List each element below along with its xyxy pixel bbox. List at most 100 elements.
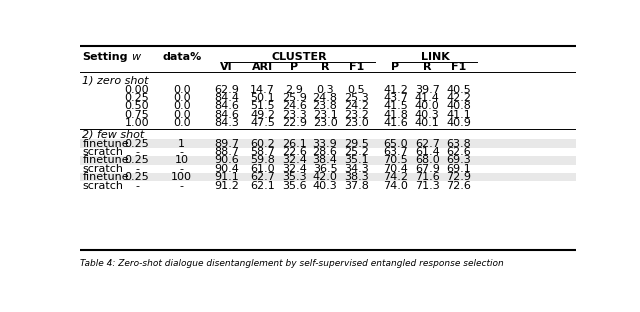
Text: F1: F1 <box>349 62 364 72</box>
Text: 0.0: 0.0 <box>173 118 191 128</box>
Text: 25.9: 25.9 <box>282 93 307 103</box>
Text: finetune: finetune <box>83 139 129 149</box>
Text: P: P <box>392 62 399 72</box>
Text: 2.9: 2.9 <box>285 85 303 95</box>
Text: 74.2: 74.2 <box>383 172 408 182</box>
Text: 24.2: 24.2 <box>344 101 369 111</box>
Text: 41.8: 41.8 <box>383 110 408 120</box>
Text: 50.1: 50.1 <box>250 93 275 103</box>
Text: 40.0: 40.0 <box>415 101 440 111</box>
Text: 23.3: 23.3 <box>282 110 307 120</box>
Text: 23.0: 23.0 <box>313 118 337 128</box>
Text: 40.1: 40.1 <box>415 118 440 128</box>
Text: 37.8: 37.8 <box>344 181 369 191</box>
Text: 35.1: 35.1 <box>344 155 369 165</box>
Text: 1) zero shot: 1) zero shot <box>83 76 149 86</box>
Text: 0.0: 0.0 <box>173 85 191 95</box>
Text: 0.25: 0.25 <box>125 172 149 182</box>
Text: 25.3: 25.3 <box>344 93 369 103</box>
Text: data%: data% <box>162 52 202 62</box>
Text: 62.7: 62.7 <box>415 139 440 149</box>
Text: 63.7: 63.7 <box>383 147 408 157</box>
Text: 62.1: 62.1 <box>250 181 275 191</box>
Text: Table 4: Zero-shot dialogue disentanglement by self-supervised entangled respons: Table 4: Zero-shot dialogue disentanglem… <box>80 259 504 268</box>
Text: 41.2: 41.2 <box>383 85 408 95</box>
Text: 63.8: 63.8 <box>446 139 471 149</box>
Text: CLUSTER: CLUSTER <box>271 52 327 62</box>
Text: 23.1: 23.1 <box>313 110 337 120</box>
Text: 70.5: 70.5 <box>383 155 408 165</box>
Text: 29.5: 29.5 <box>344 139 369 149</box>
Text: 58.7: 58.7 <box>250 147 275 157</box>
Text: 62.9: 62.9 <box>214 85 239 95</box>
Text: finetune: finetune <box>83 155 129 165</box>
Text: 23.8: 23.8 <box>312 101 337 111</box>
Text: 70.4: 70.4 <box>383 164 408 174</box>
Text: 90.4: 90.4 <box>214 164 239 174</box>
Text: 0.25: 0.25 <box>125 155 149 165</box>
Text: 71.3: 71.3 <box>415 181 440 191</box>
Text: scratch: scratch <box>83 164 124 174</box>
Text: 67.9: 67.9 <box>415 164 440 174</box>
Text: 40.9: 40.9 <box>446 118 471 128</box>
Text: 49.2: 49.2 <box>250 110 275 120</box>
Text: $w$: $w$ <box>131 52 143 62</box>
Text: 23.2: 23.2 <box>344 110 369 120</box>
Text: 0.0: 0.0 <box>173 101 191 111</box>
Text: 84.4: 84.4 <box>214 93 239 103</box>
Text: 88.7: 88.7 <box>214 147 239 157</box>
Text: 51.5: 51.5 <box>250 101 275 111</box>
Text: 61.0: 61.0 <box>250 164 275 174</box>
Text: scratch: scratch <box>83 147 124 157</box>
Text: 0.0: 0.0 <box>173 93 191 103</box>
Text: 42.2: 42.2 <box>446 93 471 103</box>
Text: 69.3: 69.3 <box>446 155 471 165</box>
Text: 36.5: 36.5 <box>313 164 337 174</box>
Bar <box>80 156 576 165</box>
Text: 40.5: 40.5 <box>446 85 471 95</box>
Text: R: R <box>423 62 431 72</box>
Text: F1: F1 <box>451 62 466 72</box>
Text: 1.00: 1.00 <box>125 118 149 128</box>
Text: 41.4: 41.4 <box>415 93 440 103</box>
Text: 60.2: 60.2 <box>250 139 275 149</box>
Text: LINK: LINK <box>420 52 449 62</box>
Text: 71.6: 71.6 <box>415 172 440 182</box>
Text: 10: 10 <box>175 155 189 165</box>
Text: 42.0: 42.0 <box>312 172 337 182</box>
Text: 38.3: 38.3 <box>344 172 369 182</box>
Text: 84.3: 84.3 <box>214 118 239 128</box>
Text: 39.7: 39.7 <box>415 85 440 95</box>
Text: -: - <box>180 164 184 174</box>
Text: 1: 1 <box>178 139 185 149</box>
Text: -: - <box>180 147 184 157</box>
Text: 0.3: 0.3 <box>316 85 334 95</box>
Text: -: - <box>135 147 139 157</box>
Text: -: - <box>135 181 139 191</box>
Text: 0.0: 0.0 <box>173 110 191 120</box>
Text: 22.6: 22.6 <box>282 147 307 157</box>
Text: 25.2: 25.2 <box>344 147 369 157</box>
Text: 23.0: 23.0 <box>344 118 369 128</box>
Text: 14.7: 14.7 <box>250 85 275 95</box>
Text: 2) few shot: 2) few shot <box>83 130 145 140</box>
Text: P: P <box>290 62 298 72</box>
Text: 65.0: 65.0 <box>383 139 408 149</box>
Text: 22.9: 22.9 <box>282 118 307 128</box>
Text: 68.0: 68.0 <box>415 155 440 165</box>
Bar <box>80 139 576 148</box>
Text: 24.8: 24.8 <box>312 93 337 103</box>
Text: 0.25: 0.25 <box>125 93 149 103</box>
Text: 84.6: 84.6 <box>214 110 239 120</box>
Text: 72.9: 72.9 <box>446 172 471 182</box>
Text: 32.4: 32.4 <box>282 155 307 165</box>
Text: 89.7: 89.7 <box>214 139 239 149</box>
Text: 38.4: 38.4 <box>312 155 337 165</box>
Text: 35.3: 35.3 <box>282 172 307 182</box>
Text: 100: 100 <box>171 172 192 182</box>
Text: ARI: ARI <box>252 62 273 72</box>
Text: 0.5: 0.5 <box>348 85 365 95</box>
Text: 32.4: 32.4 <box>282 164 307 174</box>
Text: 0.25: 0.25 <box>125 139 149 149</box>
Text: 84.6: 84.6 <box>214 101 239 111</box>
